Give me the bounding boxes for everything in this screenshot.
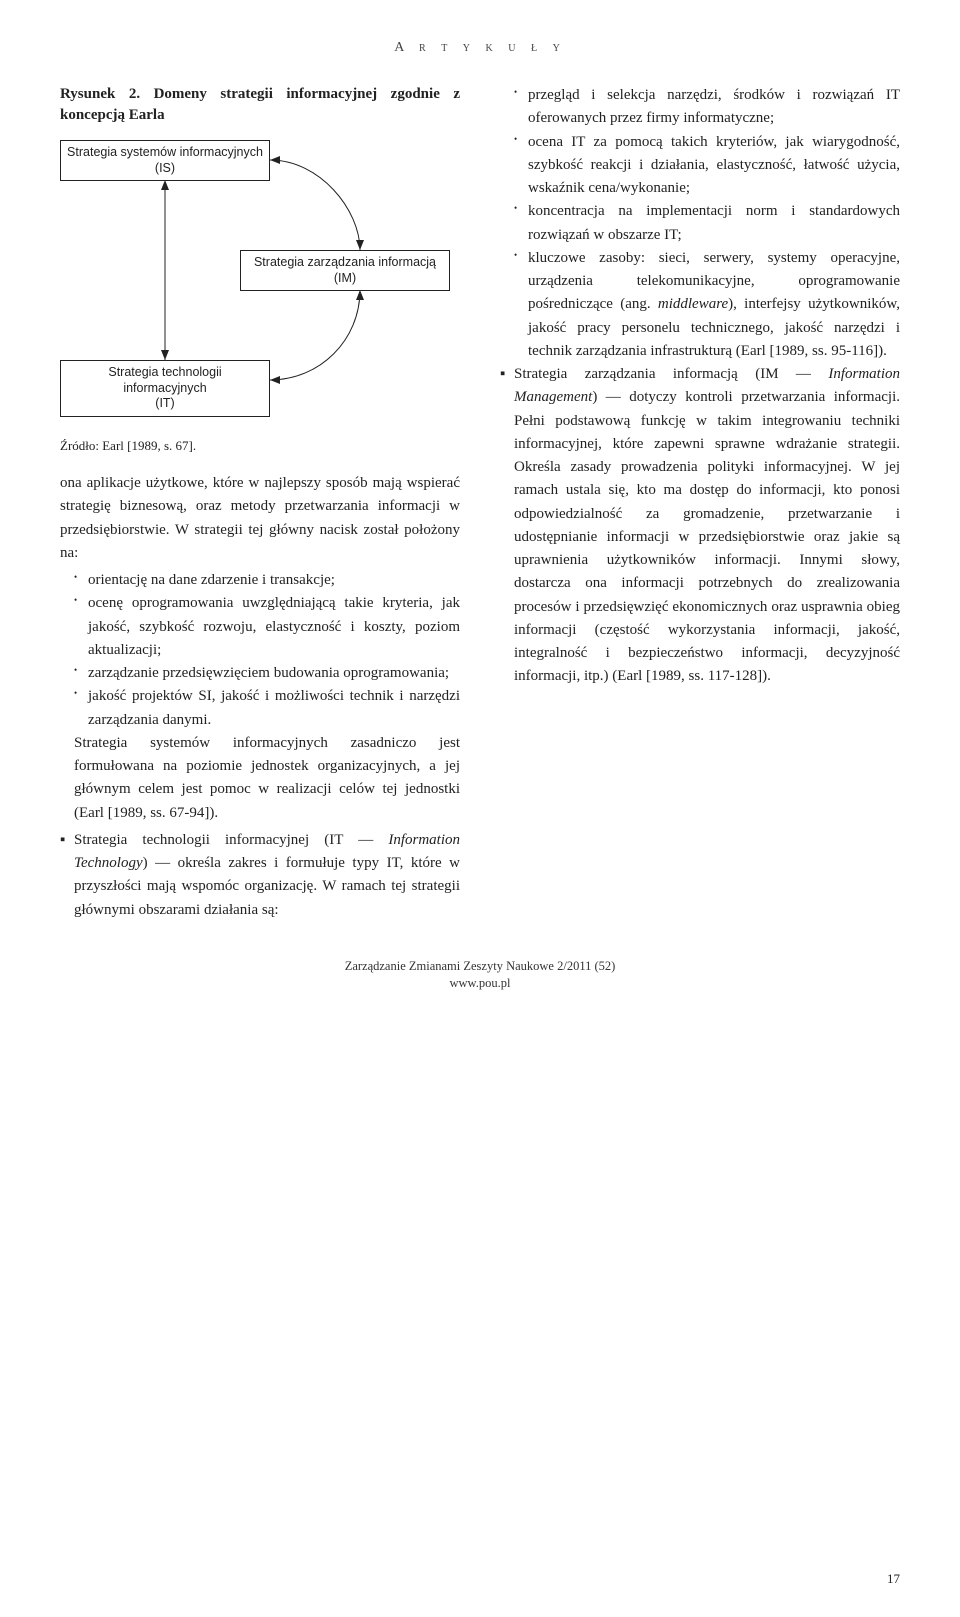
right-li1: przegląd i selekcja narzędzi, środków i … bbox=[528, 84, 900, 131]
bullet-dot-icon: • bbox=[514, 247, 528, 363]
page-number: 17 bbox=[887, 1571, 900, 1587]
node-im-line1: Strategia zarządzania informacją bbox=[254, 255, 436, 269]
footer-line-2: www.pou.pl bbox=[60, 975, 900, 993]
square-bullet-icon: ▪ bbox=[60, 829, 74, 922]
left-column: Rysunek 2. Domeny strategii informacyjne… bbox=[60, 84, 460, 922]
right-main-bullet-im: ▪ Strategia zarządzania informacją (IM —… bbox=[500, 363, 900, 689]
left-para-1: ona aplikacje użytkowe, które w najlepsz… bbox=[60, 472, 460, 565]
left-li4: jakość projektów SI, jakość i możliwości… bbox=[88, 685, 460, 732]
bullet-dot-icon: • bbox=[514, 131, 528, 201]
earl-domains-diagram: Strategia systemów informacyjnych (IS) S… bbox=[60, 140, 460, 430]
bullet-dot-icon: • bbox=[74, 592, 88, 662]
node-im: Strategia zarządzania informacją (IM) bbox=[240, 250, 450, 291]
right-subbullet-3: • koncentracja na implementacji norm i s… bbox=[500, 200, 900, 247]
node-im-line2: (IM) bbox=[334, 271, 356, 285]
bullet-dot-icon: • bbox=[74, 685, 88, 732]
node-is-line2: (IS) bbox=[155, 161, 175, 175]
left-main-bullet-it: ▪ Strategia technologii informacyjnej (I… bbox=[60, 829, 460, 922]
left-b2: Strategia technologii informacyjnej (IT … bbox=[74, 829, 460, 922]
right-b3: Strategia zarządzania informacją (IM — I… bbox=[514, 363, 900, 689]
right-b3-post: ) — dotyczy kontroli przetwarzania infor… bbox=[514, 389, 900, 684]
right-subbullet-2: • ocena IT za pomocą takich kryteriów, j… bbox=[500, 131, 900, 201]
node-is-line1: Strategia systemów informacyjnych bbox=[67, 145, 263, 159]
left-subbullet-3: • zarządzanie przedsięwzięciem budowania… bbox=[60, 662, 460, 685]
node-it: Strategia technologii informacyjnych (IT… bbox=[60, 360, 270, 417]
left-li2: ocenę oprogramowania uwzględniającą taki… bbox=[88, 592, 460, 662]
left-subbullet-2: • ocenę oprogramowania uwzględniającą ta… bbox=[60, 592, 460, 662]
right-subbullet-1: • przegląd i selekcja narzędzi, środków … bbox=[500, 84, 900, 131]
figure-title: Rysunek 2. Domeny strategii informacyjne… bbox=[60, 84, 460, 126]
left-li1: orientację na dane zdarzenie i transakcj… bbox=[88, 569, 460, 592]
right-li4-italic: middleware bbox=[658, 296, 728, 312]
bullet-dot-icon: • bbox=[514, 200, 528, 247]
bullet-dot-icon: • bbox=[514, 84, 528, 131]
footer-line-1: Zarządzanie Zmianami Zeszyty Naukowe 2/2… bbox=[60, 958, 900, 976]
left-subbullet-4: • jakość projektów SI, jakość i możliwoś… bbox=[60, 685, 460, 732]
bullet-dot-icon: • bbox=[74, 662, 88, 685]
right-column: • przegląd i selekcja narzędzi, środków … bbox=[500, 84, 900, 922]
node-it-line2: (IT) bbox=[155, 396, 174, 410]
node-is: Strategia systemów informacyjnych (IS) bbox=[60, 140, 270, 181]
figure-source: Źródło: Earl [1989, s. 67]. bbox=[60, 436, 460, 456]
right-li2: ocena IT za pomocą takich kryteriów, jak… bbox=[528, 131, 900, 201]
right-b3-pre: Strategia zarządzania informacją (IM — bbox=[514, 366, 828, 382]
page-footer: Zarządzanie Zmianami Zeszyty Naukowe 2/2… bbox=[60, 958, 900, 993]
square-bullet-icon: ▪ bbox=[500, 363, 514, 689]
left-subbullet-1: • orientację na dane zdarzenie i transak… bbox=[60, 569, 460, 592]
right-li4: kluczowe zasoby: sieci, serwery, systemy… bbox=[528, 247, 900, 363]
figure-label: Rysunek 2. bbox=[60, 86, 140, 102]
right-subbullet-4: • kluczowe zasoby: sieci, serwery, syste… bbox=[500, 247, 900, 363]
left-b2-pre: Strategia technologii informacyjnej (IT … bbox=[74, 832, 388, 848]
right-li3: koncentracja na implementacji norm i sta… bbox=[528, 200, 900, 247]
bullet-dot-icon: • bbox=[74, 569, 88, 592]
left-para-2: Strategia systemów informacyjnych zasadn… bbox=[60, 732, 460, 825]
section-header: A r t y k u ł y bbox=[60, 40, 900, 56]
node-it-line1: Strategia technologii informacyjnych bbox=[108, 365, 221, 395]
left-li3: zarządzanie przedsięwzięciem budowania o… bbox=[88, 662, 460, 685]
